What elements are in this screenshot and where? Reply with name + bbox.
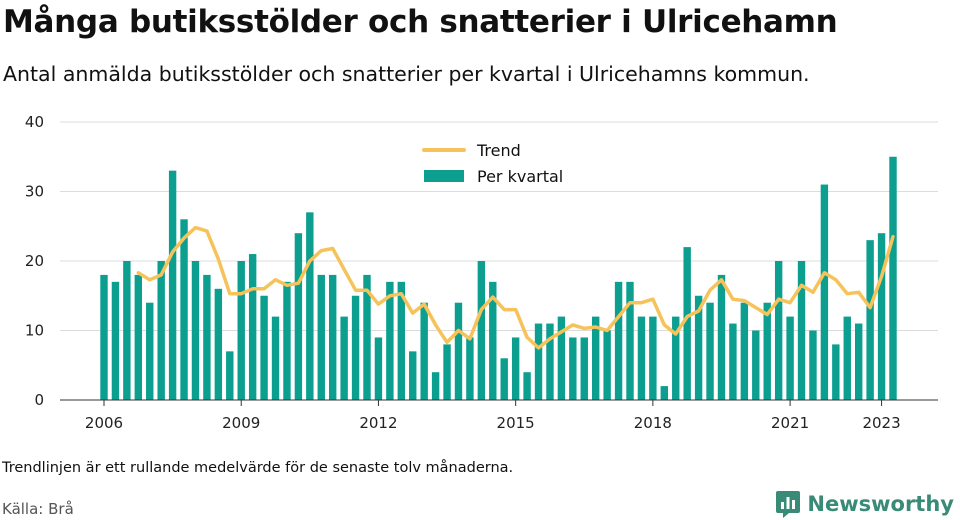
bar: [614, 281, 623, 400]
bar: [328, 274, 337, 400]
bar: [363, 274, 371, 400]
chart-title: Många butiksstölder och snatterier i Ulr…: [3, 4, 838, 40]
bar: [180, 219, 188, 400]
bar: [866, 240, 874, 400]
bar: [511, 337, 520, 400]
bar: [889, 156, 897, 400]
bar: [237, 261, 245, 400]
bar: [809, 330, 817, 400]
bar: [317, 274, 325, 400]
bar: [786, 316, 794, 400]
bar: [694, 295, 703, 400]
bar: [683, 247, 691, 400]
newsworthy-icon: [776, 491, 801, 518]
bar: [557, 316, 566, 400]
x-tick-label: 2021: [771, 414, 809, 432]
bar: [431, 372, 440, 400]
bar: [397, 281, 406, 400]
bar: [203, 274, 211, 400]
y-tick-label: 30: [25, 183, 44, 201]
bar: [706, 302, 714, 400]
bar: [454, 302, 463, 400]
bar: [386, 281, 394, 400]
bar: [226, 351, 234, 400]
bar: [672, 316, 680, 400]
bar: [752, 330, 760, 400]
bar: [740, 302, 749, 400]
bar: [134, 274, 143, 400]
bar: [854, 323, 863, 400]
x-tick-label: 2023: [862, 414, 900, 432]
legend: Trend Per kvartal: [422, 141, 563, 186]
bar: [248, 254, 257, 400]
legend-bars-swatch: [424, 170, 464, 182]
bar: [580, 337, 588, 400]
y-tick-label: 20: [25, 252, 44, 270]
bar: [214, 288, 223, 400]
x-tick-label: 2009: [222, 414, 260, 432]
bar: [660, 386, 669, 400]
bar: [374, 337, 383, 400]
chart-note: Trendlinjen är ett rullande medelvärde f…: [2, 460, 514, 476]
bar: [283, 281, 291, 400]
bar: [123, 261, 131, 400]
bar: [420, 302, 428, 400]
bar: [443, 344, 451, 400]
bar: [717, 274, 726, 400]
bar: [477, 261, 486, 400]
x-axis: 2006 2009 2012 2015 2018 2021 2023: [85, 400, 901, 432]
bar: [729, 323, 737, 400]
bar: [157, 261, 165, 400]
x-tick-label: 2012: [359, 414, 397, 432]
chart-subtitle: Antal anmälda butiksstölder och snatteri…: [3, 62, 810, 86]
legend-bars-label: Per kvartal: [477, 167, 563, 186]
bar: [100, 274, 108, 400]
bar: [626, 281, 634, 400]
bar: [409, 351, 417, 400]
trend-series: [136, 225, 895, 350]
bar: [271, 316, 280, 400]
legend-trend-label: Trend: [476, 141, 521, 160]
bar: [832, 344, 840, 400]
bar: [546, 323, 554, 400]
y-tick-label: 40: [25, 113, 44, 131]
y-axis: 0 10 20 30 40: [25, 113, 44, 409]
bar: [500, 358, 508, 400]
bar: [260, 295, 268, 400]
bar: [843, 316, 851, 400]
bar: [146, 302, 154, 400]
x-tick-label: 2015: [497, 414, 535, 432]
y-tick-label: 10: [25, 322, 44, 340]
chart: 0 10 20 30 40 2006 2009 2012 2015 2018 2021 2023 T…: [25, 113, 938, 432]
bar: [340, 316, 348, 400]
brand-logo[interactable]: Newsworthy: [775, 488, 954, 520]
bar: [306, 212, 314, 400]
bar: [569, 337, 577, 400]
bar: [191, 261, 200, 400]
bar: [797, 261, 806, 400]
x-tick-label: 2006: [85, 414, 123, 432]
bar: [168, 170, 177, 400]
trend-line: [136, 225, 895, 350]
y-tick-label: 0: [34, 391, 44, 409]
bar: [111, 281, 120, 400]
bar: [820, 184, 829, 400]
bar: [489, 281, 497, 400]
bar: [523, 372, 531, 400]
brand-name: Newsworthy: [807, 492, 954, 516]
bar: [763, 302, 771, 400]
bar: [466, 337, 474, 400]
bar-series: [100, 156, 897, 400]
chart-source: Källa: Brå: [2, 500, 74, 518]
bar: [294, 233, 303, 400]
bar: [534, 323, 543, 400]
bar: [603, 330, 611, 400]
bar: [351, 295, 360, 400]
bar: [877, 233, 886, 400]
bar: [649, 316, 657, 400]
x-tick-label: 2018: [634, 414, 672, 432]
bar: [637, 316, 646, 400]
bar: [774, 261, 783, 400]
bar: [591, 316, 600, 400]
